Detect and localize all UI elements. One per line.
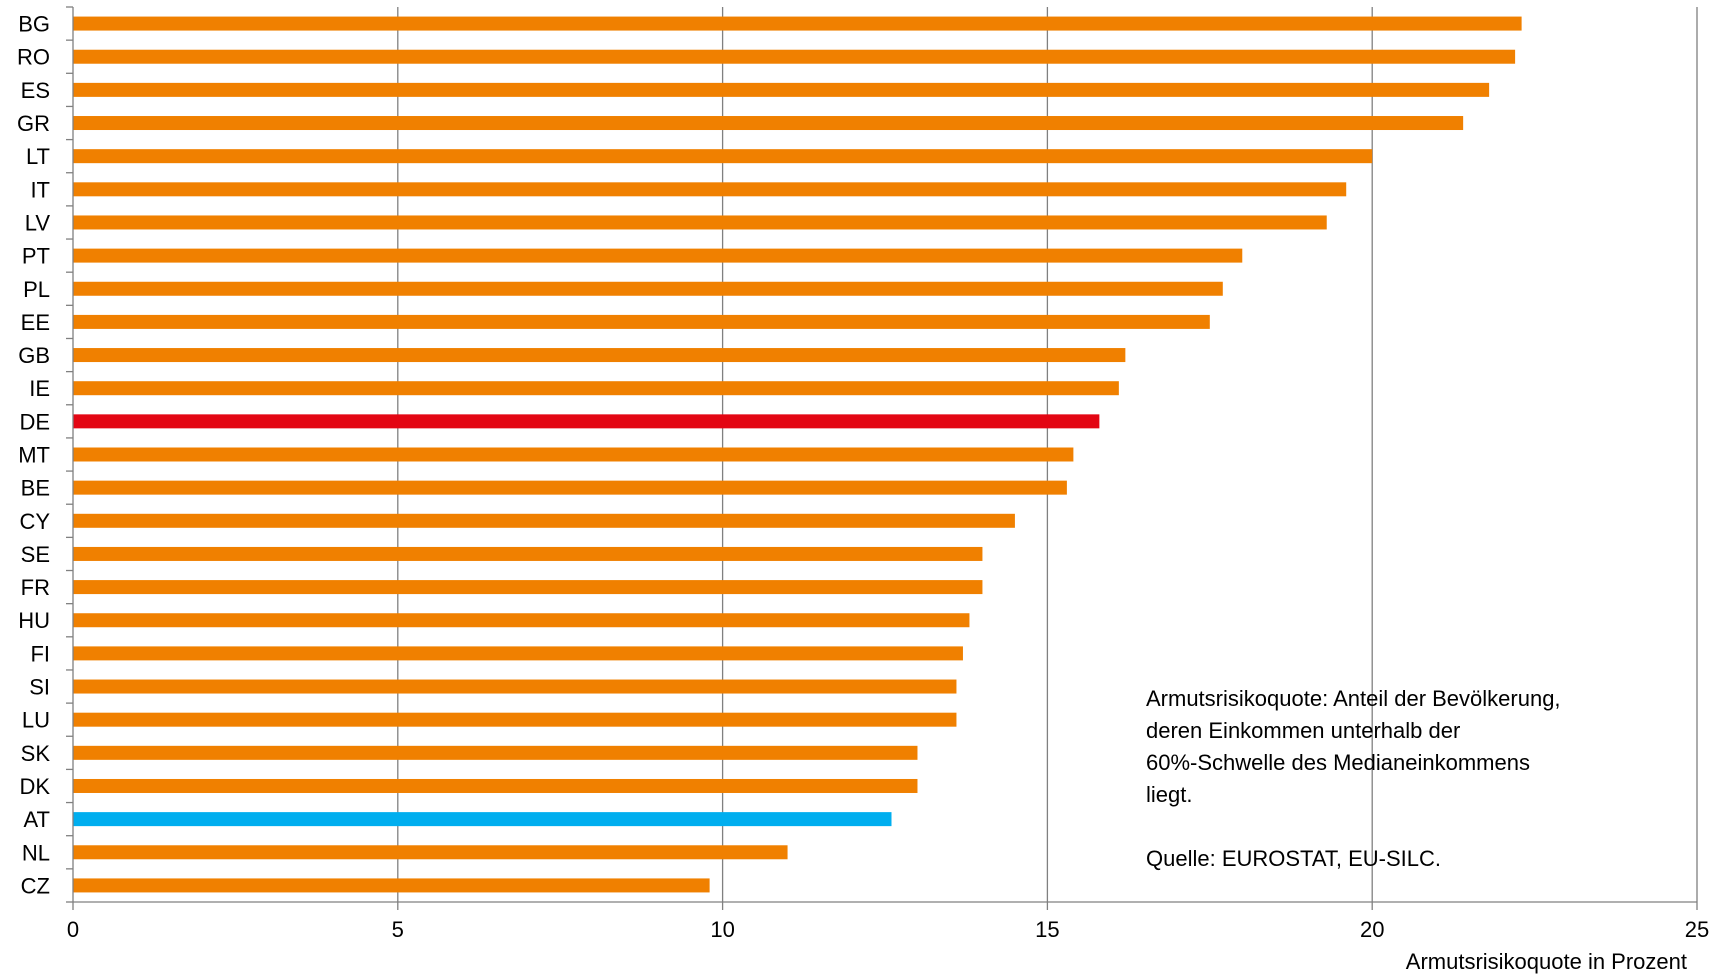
- y-category-label: CZ: [21, 873, 50, 898]
- bar-gr: [73, 116, 1464, 131]
- bar-be: [73, 480, 1067, 495]
- bar-cy: [73, 513, 1015, 528]
- bar-cz: [73, 878, 710, 893]
- bar-mt: [73, 447, 1074, 462]
- source-note: Quelle: EUROSTAT, EU-SILC.: [1146, 846, 1442, 871]
- definition-note: Armutsrisikoquote: Anteil der Bevölkerun…: [1146, 683, 1666, 875]
- x-tick-label: 10: [710, 917, 734, 942]
- labels: 0 5 10 15 20 25 BG RO ES GR LT IT LV PT PL EE GB IE DE MT BE…: [17, 12, 1709, 942]
- bars: [73, 16, 1522, 893]
- y-category-label: CY: [19, 509, 50, 534]
- x-tick-label: 0: [67, 917, 79, 942]
- y-category-label: ES: [21, 78, 50, 103]
- y-category-label: BE: [21, 476, 50, 501]
- bar-fi: [73, 646, 963, 661]
- x-tick-label: 5: [392, 917, 404, 942]
- y-category-label: AT: [24, 807, 50, 832]
- x-tick-label: 25: [1685, 917, 1709, 942]
- y-category-label: RO: [17, 45, 50, 70]
- y-category-label: IT: [30, 177, 50, 202]
- y-category-label: SI: [29, 675, 50, 700]
- y-category-label: GB: [18, 343, 50, 368]
- y-category-label: LV: [25, 210, 51, 235]
- bar-it: [73, 182, 1347, 197]
- y-category-label: SK: [21, 741, 51, 766]
- bar-si: [73, 679, 957, 694]
- y-category-label: SE: [21, 542, 50, 567]
- bar-sk: [73, 745, 918, 760]
- y-category-label: FI: [30, 641, 50, 666]
- bar-lt: [73, 149, 1373, 164]
- bar-bg: [73, 16, 1522, 31]
- x-tick-label: 20: [1360, 917, 1384, 942]
- x-axis-title: Armutsrisikoquote in Prozent: [1406, 949, 1687, 974]
- y-category-label: NL: [22, 840, 50, 865]
- y-category-label: BG: [18, 12, 50, 37]
- bar-hu: [73, 613, 970, 628]
- bar-fr: [73, 580, 983, 595]
- bar-lu: [73, 712, 957, 727]
- y-category-label: EE: [21, 310, 50, 335]
- y-category-label: DE: [19, 409, 50, 434]
- note-line: deren Einkommen unterhalb der: [1146, 718, 1461, 743]
- y-category-label: HU: [18, 608, 50, 633]
- bar-nl: [73, 845, 788, 860]
- y-category-label: PT: [22, 244, 50, 269]
- bar-es: [73, 82, 1490, 97]
- note-line: Armutsrisikoquote: Anteil der Bevölkerun…: [1146, 686, 1561, 711]
- bar-ro: [73, 49, 1516, 64]
- y-category-label: IE: [29, 376, 50, 401]
- y-category-label: LT: [26, 144, 50, 169]
- bar-at: [73, 812, 892, 827]
- y-category-label: GR: [17, 111, 50, 136]
- bar-gb: [73, 348, 1126, 363]
- note-line: 60%-Schwelle des Medianeinkommens: [1146, 750, 1530, 775]
- bar-pt: [73, 248, 1243, 263]
- note-spacer: [1146, 811, 1666, 843]
- x-tick-label: 15: [1035, 917, 1059, 942]
- y-category-label: FR: [21, 575, 50, 600]
- bar-se: [73, 546, 983, 561]
- bar-dk: [73, 778, 918, 793]
- y-category-label: LU: [22, 708, 50, 733]
- bar-de: [73, 414, 1100, 429]
- note-line: liegt.: [1146, 782, 1193, 807]
- bar-pl: [73, 281, 1223, 296]
- y-category-label: DK: [19, 774, 50, 799]
- bar-lv: [73, 215, 1327, 230]
- axes: [66, 6, 1698, 910]
- bar-ie: [73, 381, 1119, 396]
- bar-ee: [73, 314, 1210, 329]
- y-category-label: MT: [18, 443, 50, 468]
- y-category-label: PL: [23, 277, 50, 302]
